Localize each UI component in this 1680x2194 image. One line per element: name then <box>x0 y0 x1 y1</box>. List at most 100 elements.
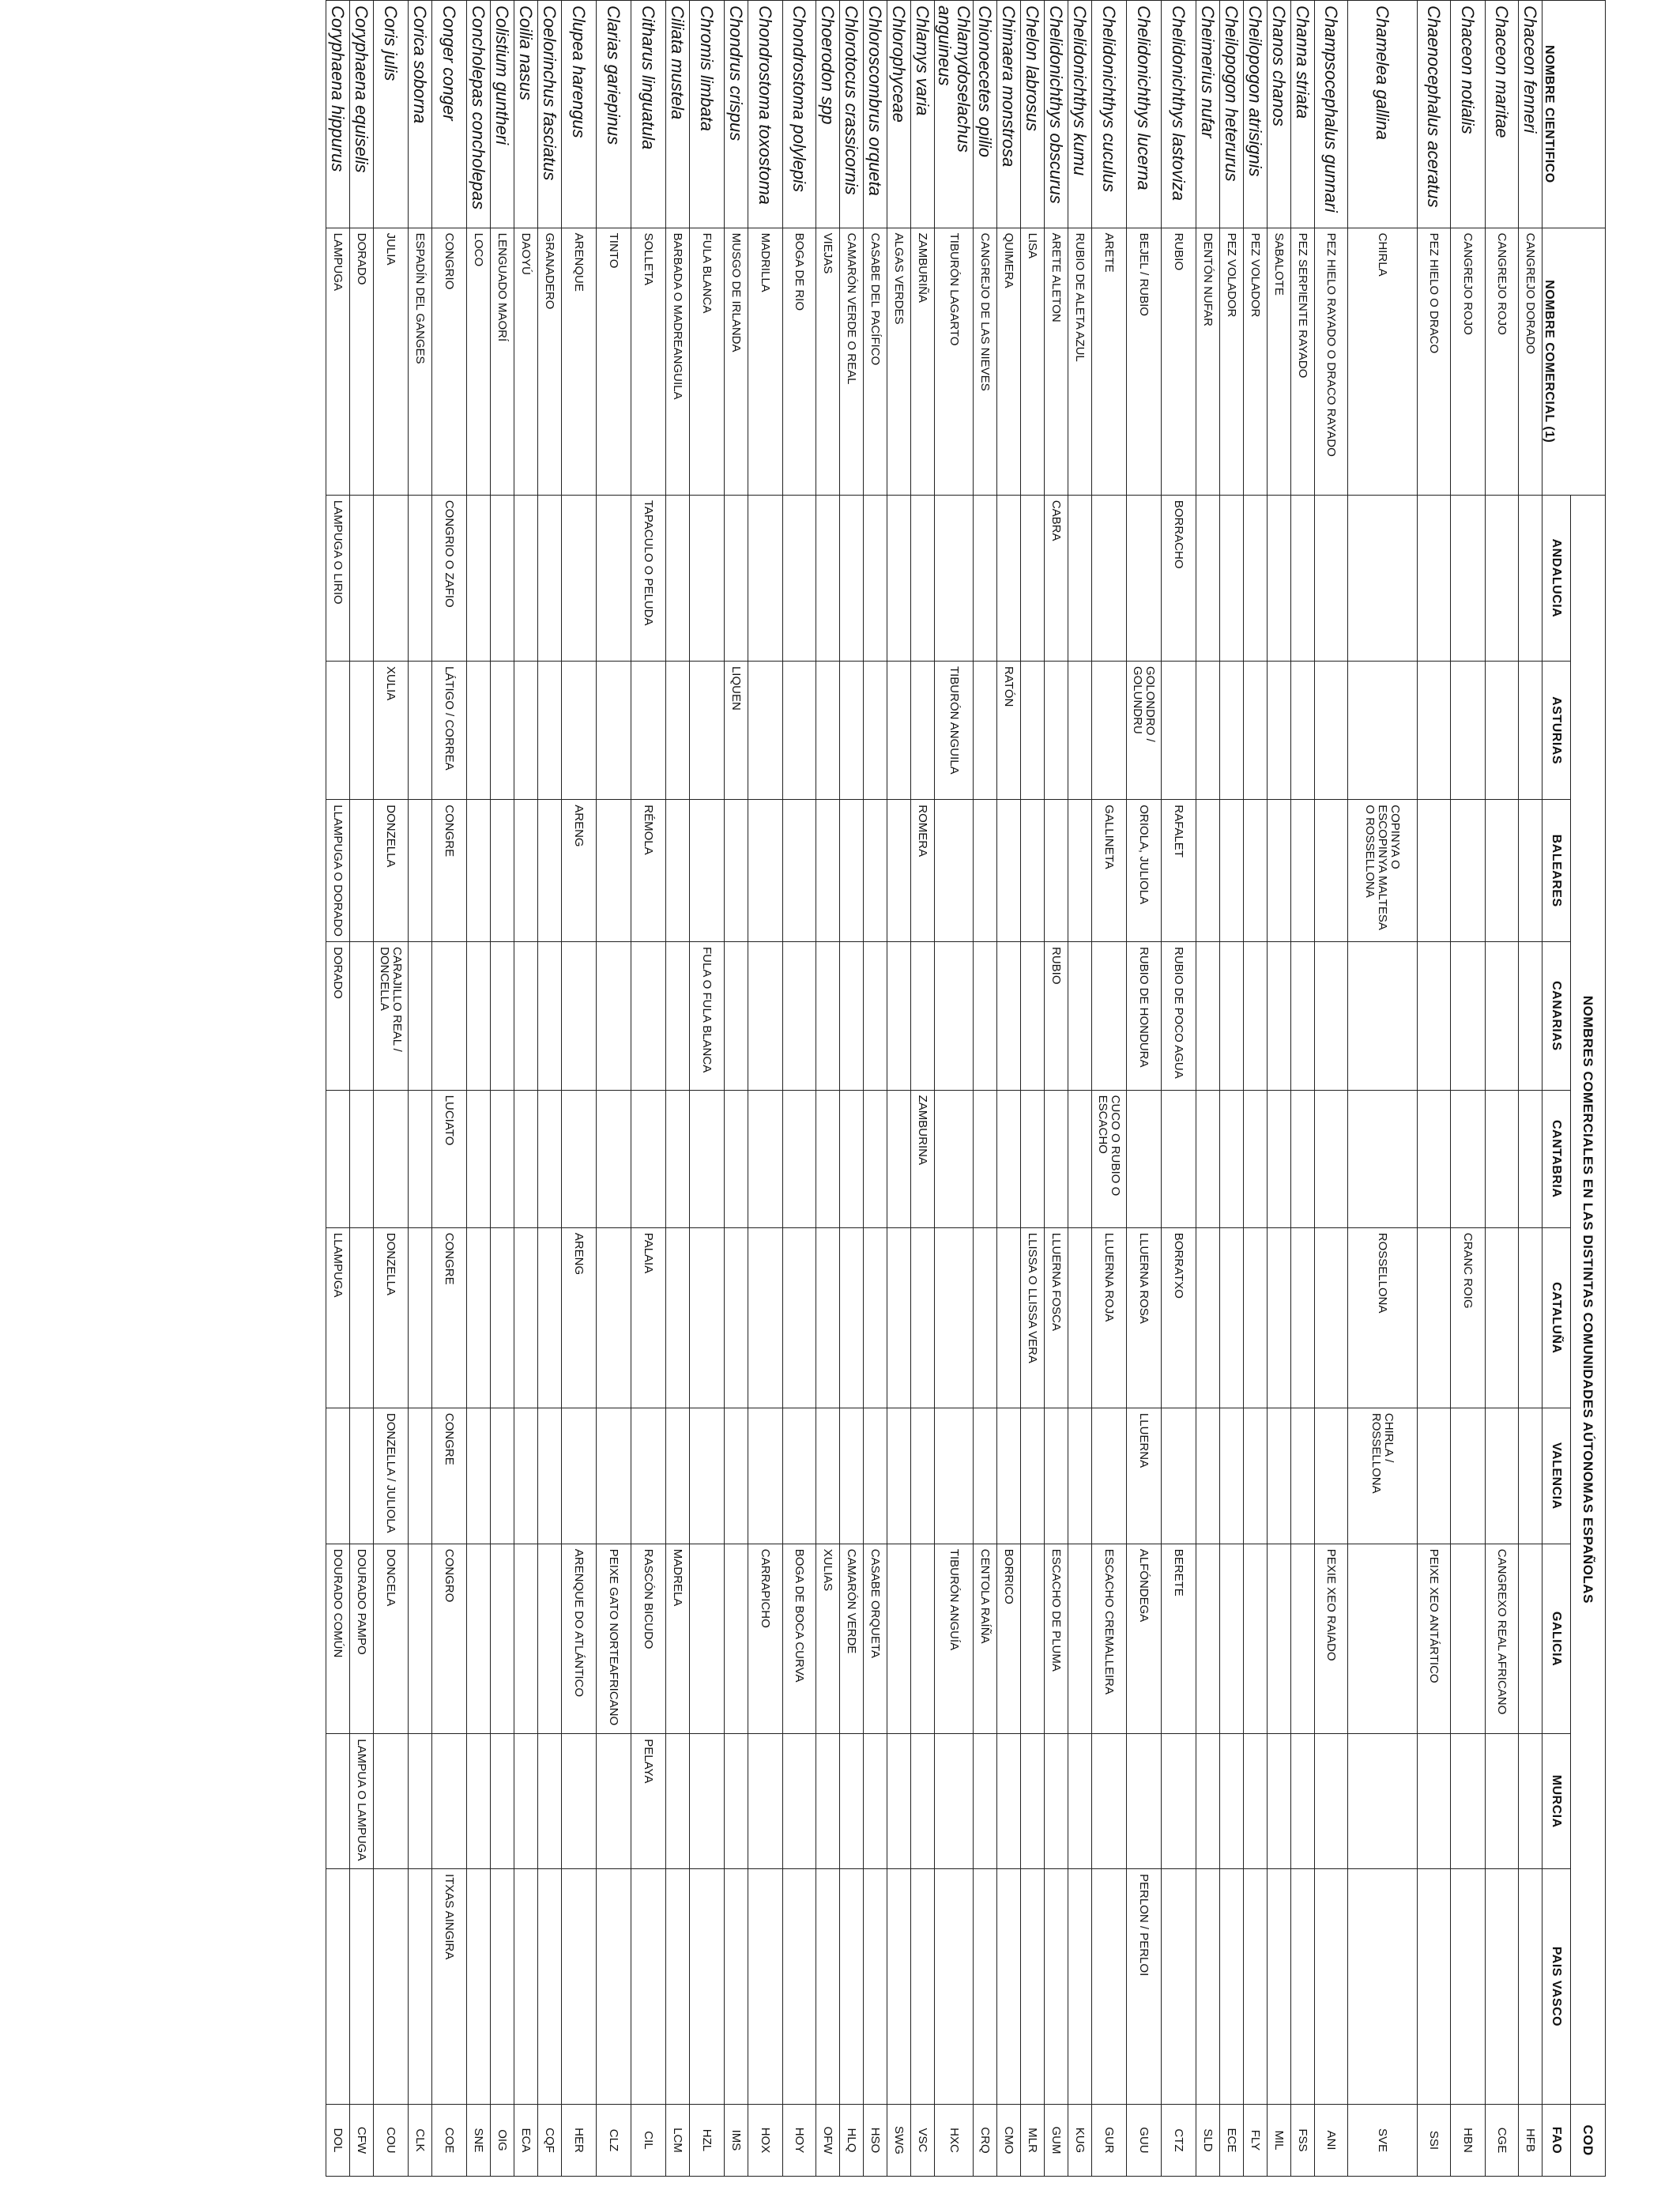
region-name-cell <box>326 1868 350 2105</box>
region-name-cell <box>887 495 911 662</box>
region-name-cell <box>689 495 725 662</box>
region-name-cell: BORRATXO <box>1161 1227 1196 1408</box>
region-name-cell <box>973 1090 997 1228</box>
commercial-name-cell: BEJEL / RUBIO <box>1126 228 1162 496</box>
commercial-name-cell: TIBURÓN LAGARTO <box>934 228 974 496</box>
region-name-cell <box>1243 1868 1268 2105</box>
region-name-cell <box>1450 941 1486 1091</box>
region-name-cell: LLISSA O LLISSA VERA <box>1020 1227 1045 1408</box>
region-name-cell <box>1068 1868 1092 2105</box>
region-name-cell <box>1267 799 1291 942</box>
region-name-cell: BORRACHO <box>1161 495 1196 662</box>
region-name-cell: DORADO <box>326 941 350 1091</box>
region-name-cell <box>1196 1868 1220 2105</box>
commercial-name-cell: PEZ HIELO RAYADO O DRACO RAYADO <box>1314 228 1348 496</box>
region-name-cell <box>1518 1868 1543 2105</box>
region-name-cell <box>349 661 374 800</box>
region-name-cell <box>537 1868 562 2105</box>
region-name-cell <box>1518 661 1543 800</box>
region-name-cell <box>1314 941 1348 1091</box>
table-row: Coryphaena equiselis DORADO DOURADO PAMPO L… <box>349 0 374 2177</box>
region-name-cell <box>596 1868 631 2105</box>
region-name-cell <box>689 1544 725 1734</box>
region-name-cell <box>561 1408 597 1544</box>
region-name-cell <box>1196 941 1220 1091</box>
region-name-cell <box>1518 1090 1543 1228</box>
region-name-cell <box>596 661 631 800</box>
fao-code-cell: HLQ <box>839 2104 864 2177</box>
commercial-name-cell: PEZ HIELO O DRACO <box>1417 228 1451 496</box>
region-name-cell <box>408 1733 432 1869</box>
region-name-cell: GOLONDRO / GOLUNDRU <box>1126 661 1162 800</box>
commercial-name-cell: CAMARÓN VERDE O REAL <box>839 228 864 496</box>
region-name-cell <box>887 1868 911 2105</box>
region-name-cell: ORIOLA, JULIOLA <box>1126 799 1162 942</box>
scientific-name-cell: Chelidonichthys cuculus <box>1091 0 1127 228</box>
scientific-name-cell: Chimaera monstrosa <box>996 0 1021 228</box>
region-name-cell <box>934 1227 974 1408</box>
region-name-cell <box>934 941 974 1091</box>
region-name-cell <box>839 661 864 800</box>
commercial-name-cell: PEZ SERPIENTE RAYADO <box>1290 228 1315 496</box>
region-name-cell <box>1417 799 1451 942</box>
scientific-name-cell: Chelon labrosus <box>1020 0 1045 228</box>
region-name-cell <box>1417 1408 1451 1544</box>
region-name-cell <box>1243 1227 1268 1408</box>
region-name-cell <box>816 1733 840 1869</box>
commercial-name-cell: CANGREJO ROJO <box>1485 228 1519 496</box>
region-name-cell <box>1290 1733 1315 1869</box>
table-row: Chloroscombrus orqueta CASABE DEL PACÍFIC… <box>863 0 887 2177</box>
region-name-cell <box>514 661 538 800</box>
region-name-cell <box>665 1090 690 1228</box>
fao-code-cell: OFW <box>816 2104 840 2177</box>
commercial-name-cell: TINTO <box>596 228 631 496</box>
scientific-name-cell: Coilia nasus <box>514 0 538 228</box>
region-name-cell <box>1243 1544 1268 1734</box>
region-name-cell <box>973 1733 997 1869</box>
scientific-name-cell: Chlamys varia <box>910 0 935 228</box>
fao-code-cell: GUR <box>1091 2104 1127 2177</box>
region-name-cell <box>1196 1544 1220 1734</box>
region-name-cell: BOGA DE BOCA CURVA <box>782 1544 816 1734</box>
commercial-name-cell: ALGAS VERDES <box>887 228 911 496</box>
table-row: Chanos chanos SABALOTE MIL <box>1267 0 1291 2177</box>
region-name-cell <box>1450 1733 1486 1869</box>
header-region: CANTABRIA <box>1542 1090 1571 1228</box>
region-name-cell <box>724 1544 748 1734</box>
region-name-cell <box>1290 799 1315 942</box>
table-row: Conger conger CONGRIO CONGRIO O ZAFIO LÁTIG… <box>431 0 467 2177</box>
region-name-cell <box>839 1733 864 1869</box>
scientific-name-cell: Chaceon fenneri <box>1518 0 1543 228</box>
region-name-cell <box>1126 495 1162 662</box>
region-name-cell <box>490 495 514 662</box>
region-name-cell <box>1417 1227 1451 1408</box>
region-name-cell <box>408 1227 432 1408</box>
scientific-name-cell: Channa striata <box>1290 0 1315 228</box>
region-name-cell: CONGRE <box>431 799 467 942</box>
region-name-cell: CASABE ORQUETA <box>863 1544 887 1734</box>
region-name-cell <box>490 1733 514 1869</box>
fao-code-cell: KUG <box>1068 2104 1092 2177</box>
region-name-cell <box>910 661 935 800</box>
table-row: Chondrostoma toxostoma MADRILLA CARRAPICHO… <box>748 0 783 2177</box>
region-name-cell: CABRA <box>1044 495 1068 662</box>
region-name-cell <box>596 799 631 942</box>
region-name-cell <box>1161 1868 1196 2105</box>
region-name-cell: ARENQUE DO ATLÁNTICO <box>561 1544 597 1734</box>
region-name-cell <box>816 495 840 662</box>
header-cientifico: NOMBRE CIENTIFICO <box>1542 0 1606 228</box>
fao-code-cell: ANI <box>1314 2104 1348 2177</box>
region-name-cell <box>1044 1408 1068 1544</box>
commercial-name-cell: CASABE DEL PACÍFICO <box>863 228 887 496</box>
region-name-cell: LIQUEN <box>724 661 748 800</box>
region-name-cell <box>1290 941 1315 1091</box>
region-name-cell <box>490 1544 514 1734</box>
fao-code-cell: MLR <box>1020 2104 1045 2177</box>
region-name-cell <box>537 1733 562 1869</box>
fao-code-cell: SVE <box>1347 2104 1418 2177</box>
region-name-cell: ROMERA <box>910 799 935 942</box>
region-name-cell <box>561 1090 597 1228</box>
fao-code-cell: CRQ <box>973 2104 997 2177</box>
table-body: Chaceon fenneri CANGREJO DORADO HFB Chaceon… <box>326 0 1543 2177</box>
region-name-cell <box>1196 799 1220 942</box>
